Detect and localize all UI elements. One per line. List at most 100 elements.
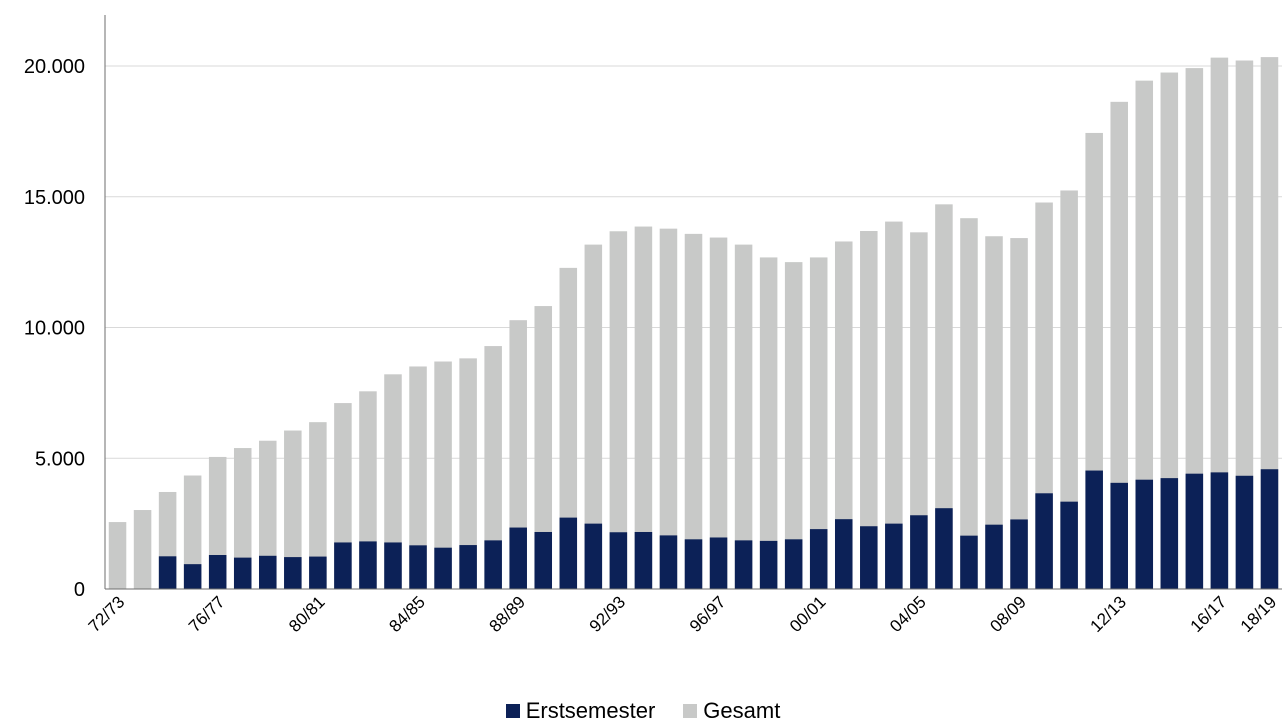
bar-erstsemester-79-80 — [284, 557, 302, 589]
bar-gesamt-07-08 — [985, 236, 1003, 589]
legend: Erstsemester Gesamt — [0, 698, 1286, 724]
bar-gesamt-80-81 — [309, 422, 327, 589]
bar-gesamt-98-99 — [759, 257, 778, 589]
x-tick-label: 80/81 — [285, 592, 329, 636]
bar-gesamt-72-73 — [108, 522, 127, 589]
bar-erstsemester-91-92 — [584, 523, 603, 589]
bar-gesamt-04-05 — [910, 232, 928, 589]
bar-gesamt-86-87 — [459, 358, 477, 589]
bar-erstsemester-89-90 — [534, 531, 553, 589]
y-tick-label: 15.000 — [24, 187, 85, 209]
bar-erstsemester-75-76 — [183, 564, 202, 589]
bar-gesamt-97-98 — [734, 244, 753, 590]
bar-chart: 0 5.000 10.000 15.000 20.000 72/73 76/77 80/81… — [24, 15, 1282, 636]
bar-erstsemester-08-09 — [1010, 519, 1028, 589]
bar-gesamt-93-94 — [634, 226, 653, 589]
bar-erstsemester-86-87 — [459, 545, 477, 589]
x-tick-label: 88/89 — [486, 592, 530, 636]
bar-erstsemester-92-93 — [609, 532, 628, 589]
bar-gesamt-79-80 — [284, 430, 302, 589]
bar-gesamt-13-14 — [1135, 80, 1154, 590]
bar-erstsemester-74-75 — [158, 556, 177, 589]
bar-erstsemester-12-13 — [1110, 482, 1128, 589]
bar-erstsemester-95-96 — [684, 539, 703, 589]
bar-gesamt-01-02 — [834, 241, 853, 590]
legend-item-erstsemester: Erstsemester — [505, 698, 656, 724]
bar-gesamt-14-15 — [1160, 72, 1179, 590]
bar-gesamt-03-04 — [885, 221, 903, 589]
bar-erstsemester-11-12 — [1085, 470, 1103, 589]
bar-gesamt-91-92 — [584, 244, 603, 590]
bar-erstsemester-93-94 — [634, 531, 653, 589]
legend-swatch-gesamt — [683, 704, 698, 718]
bar-erstsemester-88-89 — [509, 527, 527, 589]
bar-erstsemester-00-01 — [809, 529, 828, 589]
bar-erstsemester-09-10 — [1035, 493, 1053, 589]
legend-label-gesamt: Gesamt — [703, 698, 781, 723]
bar-erstsemester-06-07 — [960, 535, 978, 589]
bar-erstsemester-16-17 — [1210, 472, 1229, 589]
x-tick-label: 76/77 — [185, 592, 229, 636]
bar-erstsemester-80-81 — [309, 556, 327, 589]
x-tick-label: 92/93 — [586, 592, 630, 636]
y-axis-tick-labels: 0 5.000 10.000 15.000 20.000 — [24, 56, 85, 601]
bar-gesamt-83-84 — [384, 374, 402, 589]
bar-gesamt-84-85 — [409, 366, 427, 589]
bar-gesamt-08-09 — [1010, 238, 1028, 589]
bar-erstsemester-17-18 — [1235, 475, 1254, 589]
bar-erstsemester-90-91 — [559, 517, 578, 589]
bar-gesamt-16-17 — [1210, 57, 1229, 589]
legend-swatch-erstsemester — [505, 704, 520, 718]
bar-erstsemester-78-79 — [259, 555, 277, 589]
bar-erstsemester-85-86 — [434, 547, 452, 589]
bar-erstsemester-07-08 — [985, 524, 1003, 589]
x-tick-label: 16/17 — [1187, 592, 1231, 636]
bar-erstsemester-01-02 — [834, 519, 853, 589]
bar-gesamt-96-97 — [709, 237, 728, 589]
bar-gesamt-00-01 — [809, 257, 828, 589]
bar-gesamt-06-07 — [960, 218, 978, 589]
bar-erstsemester-81-82 — [334, 542, 352, 589]
bar-gesamt-17-18 — [1235, 60, 1254, 590]
bar-erstsemester-82-83 — [359, 541, 377, 589]
bar-gesamt-12-13 — [1110, 101, 1128, 589]
bar-gesamt-89-90 — [534, 306, 553, 589]
bar-gesamt-78-79 — [259, 440, 277, 589]
x-axis-tick-labels: 72/73 76/77 80/81 84/85 88/89 92/93 96/97 00/01… — [85, 592, 1280, 636]
y-tick-label: 5.000 — [35, 448, 85, 470]
bar-erstsemester-98-99 — [759, 540, 778, 589]
bar-erstsemester-18-19 — [1260, 469, 1279, 589]
x-tick-label: 96/97 — [686, 592, 730, 636]
bar-gesamt-88-89 — [509, 320, 527, 589]
bar-erstsemester-76-77 — [208, 555, 227, 589]
bar-gesamt-94-95 — [659, 228, 678, 589]
bar-erstsemester-83-84 — [384, 542, 402, 589]
bar-gesamt-18-19 — [1260, 57, 1279, 589]
bar-gesamt-75-76 — [183, 475, 202, 589]
y-tick-label: 10.000 — [24, 318, 85, 340]
legend-label-erstsemester: Erstsemester — [525, 698, 656, 723]
bar-gesamt-95-96 — [684, 233, 703, 589]
x-tick-label: 18/19 — [1237, 592, 1281, 636]
x-tick-label: 12/13 — [1087, 592, 1131, 636]
bar-erstsemester-04-05 — [910, 515, 928, 589]
x-tick-label: 00/01 — [786, 592, 830, 636]
bar-gesamt-87-88 — [484, 346, 502, 589]
bar-gesamt-15-16 — [1185, 68, 1204, 590]
bar-gesamt-73-74 — [133, 510, 152, 589]
bar-gesamt-09-10 — [1035, 202, 1053, 590]
bar-erstsemester-05-06 — [935, 508, 953, 589]
x-tick-label: 04/05 — [886, 592, 930, 636]
bar-gesamt-02-03 — [860, 231, 878, 589]
bar-erstsemester-77-78 — [233, 557, 252, 589]
bar-erstsemester-02-03 — [860, 526, 878, 589]
bar-gesamt-85-86 — [434, 361, 452, 589]
x-tick-label: 08/09 — [986, 592, 1030, 636]
bar-gesamt-77-78 — [233, 448, 252, 589]
bars — [108, 57, 1279, 590]
x-tick-label: 84/85 — [385, 592, 429, 636]
bar-erstsemester-99-00 — [784, 539, 803, 589]
bar-gesamt-10-11 — [1060, 190, 1078, 589]
bar-erstsemester-94-95 — [659, 535, 678, 589]
bar-gesamt-82-83 — [359, 391, 377, 589]
